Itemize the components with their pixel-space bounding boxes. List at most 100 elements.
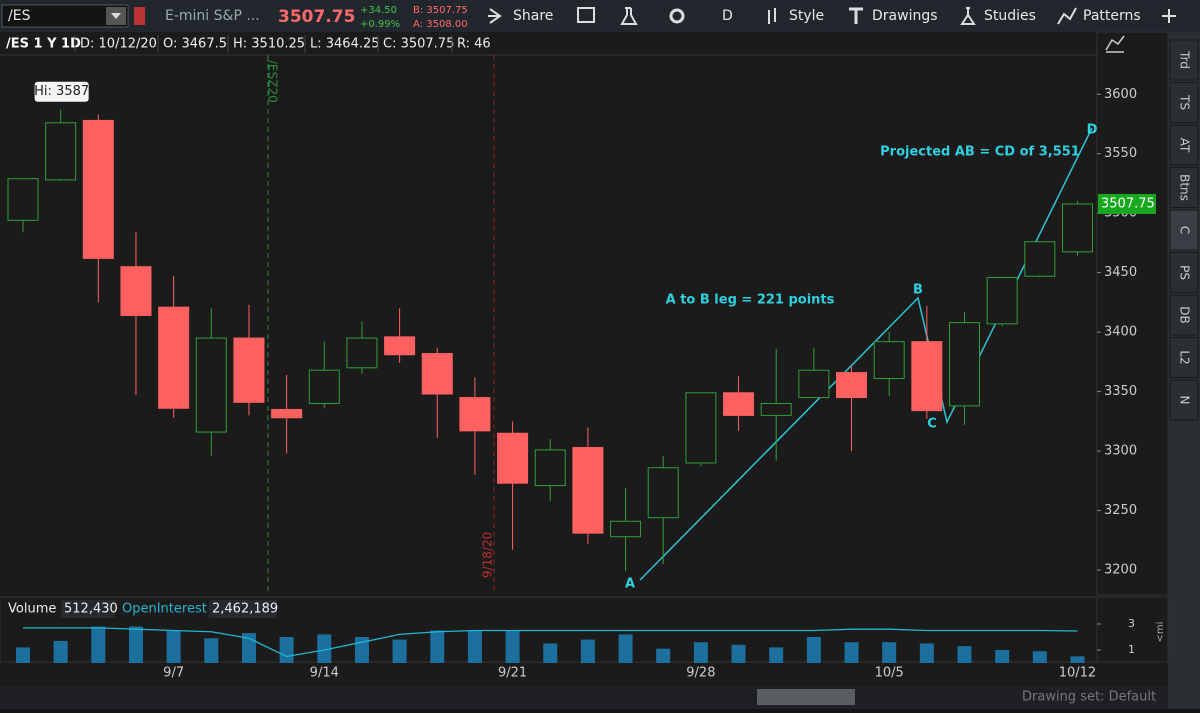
volume-bar [806,636,821,663]
studies-icon [960,7,976,25]
sidebar-tab-label: DB [1178,306,1192,323]
volume-bar [204,638,219,663]
volume-bar [430,630,445,663]
candle-body [45,122,77,181]
style-button[interactable]: Style [789,8,824,24]
sidebar-tab-label: PS [1178,265,1192,280]
x-tick-label: 9/7 [163,666,184,681]
candle-body [158,306,190,409]
y-tick-label: 3600 [1104,87,1137,102]
sidebar-tab-label: TS [1178,94,1192,110]
y-tick-label: 3550 [1104,146,1137,161]
info-item: H: 3510.25 [233,37,305,52]
candle-body [120,266,152,316]
candle-body [346,337,378,369]
share-button[interactable]: Share [513,8,553,24]
candle-body [685,392,717,464]
bid: B: 3507.75 [413,5,468,16]
candle-body [836,372,868,399]
change: +34.50 [360,5,397,16]
volume-bar [693,642,708,663]
candle-body [195,337,227,433]
y-tick-label: 3450 [1104,265,1137,280]
volume-bar [467,630,482,663]
period-button[interactable]: D [722,8,733,24]
legend-name: Volume [8,602,56,617]
dropdown-arrow [111,13,121,19]
link-icon[interactable] [134,7,145,25]
settings-icon[interactable] [669,8,685,24]
info-item: /ES 1 Y 1D [6,37,81,52]
sidebar-tab[interactable] [1169,379,1199,421]
y-tick-label: 3300 [1104,444,1137,459]
point-a: A [625,577,635,592]
symbol: /ES [8,8,31,24]
y-tick-label: 3250 [1104,503,1137,518]
legend-value: 2,462,189 [212,602,278,617]
drawings-icon [849,7,863,24]
sidebar-tab[interactable] [1169,167,1199,208]
scroll-thumb[interactable] [757,689,855,705]
volume-bar [279,636,294,663]
candle-body [233,337,265,403]
volume-tick-label: 3 [1128,617,1135,630]
x-tick-label: 9/14 [310,666,339,681]
volume-axis [1096,596,1169,663]
candle-body [308,369,340,405]
legend-value-box [61,600,115,618]
sidebar-tab-label: Btns [1178,174,1192,201]
price-axis [1096,31,1169,596]
candle-body [760,403,792,416]
volume-bar [53,640,68,663]
candle-body [421,353,453,395]
volume-side-label: <mi [1155,622,1166,643]
sidebar-tab[interactable] [1169,124,1199,166]
info-item: O: 3467.5 [163,37,227,52]
sidebar-tab[interactable] [1169,209,1199,251]
drawings-button[interactable]: Drawings [872,8,938,24]
expiration-label: /ESZ20 [266,60,280,103]
candle-body [7,178,39,221]
x-tick-label: 9/28 [686,666,715,681]
add-button[interactable] [1162,9,1176,23]
volume-bar [882,642,897,663]
symbol-box[interactable] [1,4,129,28]
studies-button[interactable]: Studies [984,8,1036,24]
volume-bar [128,626,143,663]
ask: A: 3508.00 [413,19,468,30]
sidebar-tab[interactable] [1169,82,1199,123]
candle-body [610,520,642,538]
volume-bar [656,648,671,663]
candle-body [1024,241,1056,277]
scrollbar [0,686,1168,709]
volume-bar [317,634,332,663]
patterns-button[interactable]: Patterns [1083,8,1141,24]
sidebar-tab[interactable] [1169,337,1199,378]
toolbar [0,0,1200,32]
info-item: D: 10/12/20 [80,37,157,52]
sidebar-tab[interactable] [1169,294,1199,336]
sidebar-tab-label: L2 [1178,350,1192,364]
last-price: 3507.75 [278,7,355,27]
lab-icon[interactable] [620,7,638,25]
sidebar-tab-label: N [1178,396,1192,405]
change-pct: +0.99% [360,19,400,30]
info-item: L: 3464.25 [310,37,380,52]
sidebar-tab[interactable] [1169,39,1199,81]
volume-tick-label: 1 [1128,643,1135,656]
scale-icon[interactable] [1105,35,1125,53]
drawing-set[interactable]: Drawing set: Default [1022,690,1156,705]
x-tick-label: 10/12 [1059,666,1096,681]
candle-body [384,336,416,356]
volume-bar [1070,656,1085,663]
projection-note: Projected AB = CD of 3,551 [880,145,1080,160]
alert-icon[interactable] [577,7,595,23]
candle-body [459,397,491,432]
legend-name: OpenInterest [122,602,207,617]
info-item: R: 46 [457,37,491,52]
volume-bar [769,647,784,663]
style-icon [768,8,776,24]
sidebar-tab[interactable] [1169,252,1199,293]
candle-body [647,467,679,519]
last-price-label: 3507.75 [1101,196,1155,211]
